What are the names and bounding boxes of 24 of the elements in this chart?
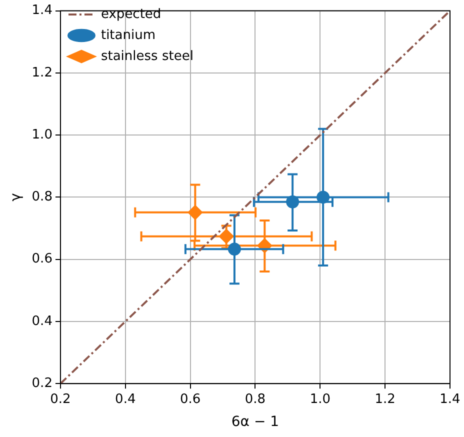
y-tick-label: 0.8 xyxy=(32,190,52,205)
y-tick-label: 0.2 xyxy=(32,376,52,391)
x-tick-label: 1.4 xyxy=(440,392,460,407)
point xyxy=(188,204,203,220)
x-tick-label: 0.2 xyxy=(50,392,71,407)
point xyxy=(316,190,330,204)
point xyxy=(218,228,234,244)
y-tick-label: 0.6 xyxy=(32,252,52,267)
legend-label: titanium xyxy=(100,28,156,43)
point xyxy=(286,195,300,208)
y-tick-label: 0.4 xyxy=(32,314,52,329)
legend-label: expected xyxy=(100,6,162,22)
legend-label: stainless steel xyxy=(100,48,194,64)
x-tick-label: 1.2 xyxy=(374,392,396,407)
point xyxy=(228,242,241,256)
x-tick-label: 0.4 xyxy=(115,392,136,407)
x-tick-label: 0.8 xyxy=(244,392,266,407)
y-tick-label: 1.2 xyxy=(32,65,52,80)
x-tick-label: 0.6 xyxy=(180,392,201,407)
x-axis-title: 6α − 1 xyxy=(231,414,280,430)
y-tick-label: 1.0 xyxy=(32,127,52,142)
y-tick-label: 1.4 xyxy=(32,3,52,18)
y-axis-title: γ xyxy=(8,193,24,202)
x-tick-label: 1.0 xyxy=(310,392,330,407)
